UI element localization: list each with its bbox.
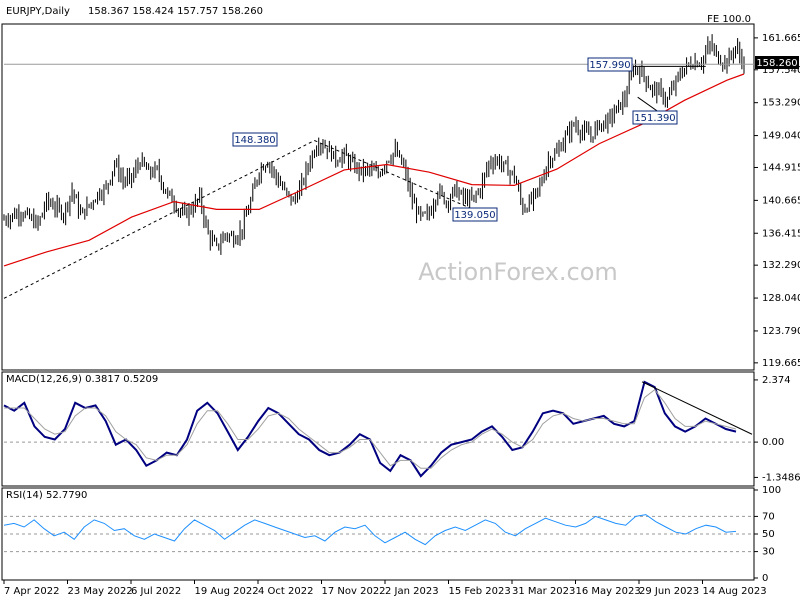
macd-title: MACD(12,26,9) 0.3817 0.5209 — [6, 374, 158, 385]
price-ytick-label: 144.915 — [762, 162, 800, 173]
xtick-label: 16 May 2023 — [576, 586, 641, 597]
xtick-label: 19 Aug 2022 — [195, 586, 259, 597]
rsi-ytick-label: 70 — [762, 511, 775, 522]
price-ytick-label: 140.665 — [762, 195, 800, 206]
rsi-ytick-label: 100 — [762, 485, 781, 496]
label-148-380: 148.380 — [232, 132, 278, 147]
xtick-label: 14 Aug 2023 — [703, 586, 767, 597]
xtick-label: 2 Jan 2023 — [385, 586, 439, 597]
xtick-label: 15 Feb 2023 — [449, 586, 511, 597]
price-panel-frame — [1, 23, 755, 371]
rsi-ytick-label: 0 — [762, 573, 768, 584]
xtick-label: 4 Oct 2022 — [258, 586, 313, 597]
trendline-rising — [3, 140, 315, 299]
xtick-label: 6 Jul 2022 — [131, 586, 181, 597]
label-148-380-text: 148.380 — [234, 135, 275, 146]
xtick-label: 23 May 2022 — [68, 586, 133, 597]
price-layer — [3, 34, 754, 299]
label-157-990: 157.990 — [587, 57, 633, 72]
label-151-390-text: 151.390 — [634, 113, 675, 124]
macd-ytick-label: -1.3486 — [762, 472, 800, 483]
price-ytick-label: 149.040 — [762, 131, 800, 142]
price-ytick-label: 123.790 — [762, 326, 800, 337]
fe-note: FE 100.0 — [707, 14, 751, 25]
current-price-tag: 158.260 — [755, 56, 799, 69]
label-157-990-text: 157.990 — [589, 60, 630, 71]
price-ytick-label: 153.290 — [762, 98, 800, 109]
label-139-050: 139.050 — [452, 207, 498, 222]
label-139-050-text: 139.050 — [454, 210, 495, 221]
ohlc-readout: 158.367 158.424 157.757 158.260 — [88, 6, 263, 17]
trendline-falling — [314, 140, 481, 213]
xtick-label: 31 Mar 2023 — [512, 586, 575, 597]
macd-trendline — [641, 381, 753, 435]
price-ytick-label: 161.665 — [762, 33, 800, 44]
current-price-text: 158.260 — [756, 58, 797, 69]
macd-panel-frame — [1, 371, 755, 487]
price-ytick-label: 157.540 — [762, 65, 800, 76]
watermark: ActionForex.com — [418, 258, 618, 286]
rsi-title: RSI(14) 52.7790 — [6, 490, 87, 501]
xtick-label: 29 Jun 2023 — [639, 586, 699, 597]
xtick-label: 17 Nov 2022 — [322, 586, 386, 597]
rsi-layer — [3, 514, 752, 553]
macd-ytick-label: 2.374 — [762, 375, 791, 386]
rsi-ytick-label: 30 — [762, 547, 775, 558]
price-ytick-label: 132.290 — [762, 260, 800, 271]
rsi-ytick-label: 50 — [762, 529, 775, 540]
macd-ytick-label: 0.00 — [762, 437, 784, 448]
axis-layer: 161.665 157.540 153.290 149.040 144.915 140.6… — [3, 33, 800, 597]
macd-signal-line — [4, 388, 737, 469]
price-ytick-label: 128.040 — [762, 293, 800, 304]
chart-title: EURJPY,Daily — [6, 6, 70, 17]
macd-layer — [3, 380, 753, 478]
rsi-line — [3, 514, 737, 546]
label-151-390: 151.390 — [632, 110, 678, 125]
price-ytick-label: 119.665 — [762, 358, 800, 369]
xtick-label: 7 Apr 2022 — [4, 586, 59, 597]
price-ytick-label: 136.415 — [762, 228, 800, 239]
